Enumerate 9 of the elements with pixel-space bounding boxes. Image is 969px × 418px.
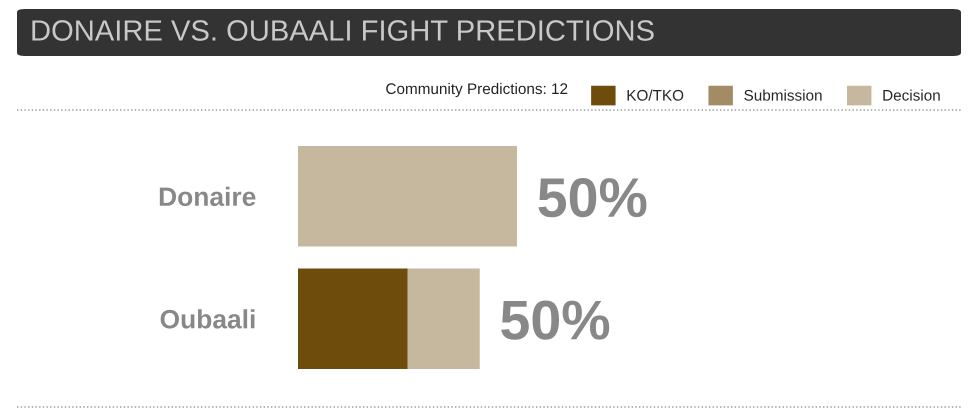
annotation: 50% bbox=[501, 300, 610, 340]
legend-label: KO/TKO bbox=[628, 90, 684, 101]
legend-label: Submission bbox=[744, 90, 822, 101]
annotation: 50% bbox=[538, 178, 646, 218]
legend-label: Decision bbox=[883, 90, 940, 101]
chart-title: DONAIRE VS. OUBAALI FIGHT PREDICTIONS bbox=[32, 20, 654, 41]
y-tick-label: Oubaali bbox=[160, 309, 254, 329]
y-tick-label: Donaire bbox=[160, 186, 256, 206]
text: Community Predictions: 12 bbox=[386, 82, 568, 98]
